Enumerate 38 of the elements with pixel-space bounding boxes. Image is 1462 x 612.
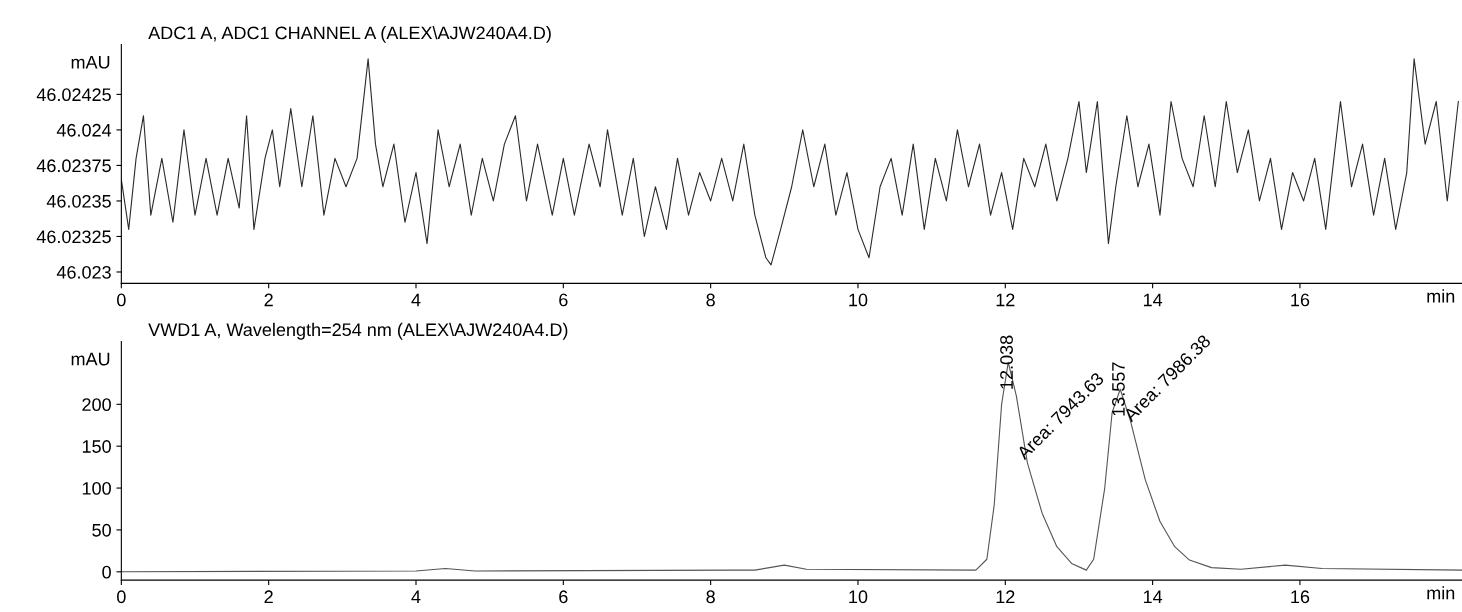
x-axis-title: min: [1427, 586, 1455, 600]
x-tick-label: 2: [264, 293, 273, 307]
x-tick-label: 4: [411, 590, 421, 603]
x-tick-label: 0: [117, 293, 126, 307]
annotation: 12.038: [1000, 335, 1013, 389]
x-tick-label: 14: [1143, 293, 1163, 307]
x-tick-label: 12: [996, 590, 1015, 603]
x-tick-label: 0: [117, 590, 126, 604]
y-tick-label: 46.02325: [36, 230, 111, 244]
x-tick-label: 16: [1291, 293, 1310, 307]
x-tick-label: 6: [559, 293, 568, 307]
y-tick-label: 46.024: [56, 123, 112, 137]
x-tick-label: 10: [849, 590, 868, 604]
y-tick-label: 46.023: [56, 265, 111, 279]
y-axis-title: mAU: [71, 56, 110, 69]
y-tick-label: 200: [82, 398, 111, 412]
x-tick-label: 8: [706, 293, 715, 307]
x-tick-label: 4: [411, 293, 421, 307]
x-axis-title: min: [1427, 289, 1455, 303]
y-tick-label: 50: [92, 523, 111, 537]
y-tick-label: 150: [82, 440, 111, 453]
y-tick-label: 0: [102, 565, 111, 579]
x-tick-label: 2: [264, 590, 273, 603]
annotation: 13.557: [1112, 362, 1125, 416]
x-tick-label: 14: [1143, 590, 1163, 603]
x-tick-label: 12: [996, 293, 1015, 307]
y-tick-label: 46.02425: [36, 88, 111, 102]
chart-title: VWD1 A, Wavelength=254 nm (ALEX\AJW240A4.D): [148, 322, 568, 340]
chart-title: ADC1 A, ADC1 CHANNEL A (ALEX\AJW240A4.D): [148, 26, 551, 43]
y-tick-label: 46.02375: [36, 159, 111, 173]
x-tick-label: 6: [559, 590, 568, 604]
line-series: [121, 58, 1459, 266]
y-tick-label: 46.0235: [46, 194, 111, 208]
y-tick-label: 100: [82, 481, 111, 495]
x-tick-label: 10: [849, 293, 868, 307]
y-axis-title: mAU: [71, 352, 110, 366]
x-tick-label: 16: [1291, 590, 1310, 604]
x-tick-label: 8: [706, 590, 715, 604]
